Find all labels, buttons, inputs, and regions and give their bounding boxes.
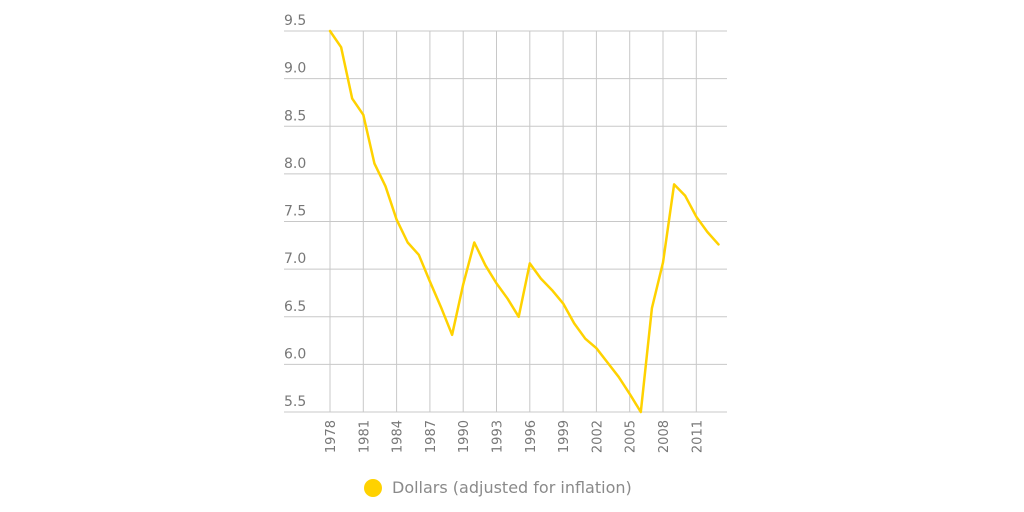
x-tick-label: 1978 xyxy=(324,420,339,453)
x-tick-label: 1990 xyxy=(457,420,472,453)
legend-marker-icon xyxy=(364,478,382,497)
x-tick-label: 2008 xyxy=(657,420,672,453)
x-tick-label: 1999 xyxy=(557,420,572,453)
series-line-dollars xyxy=(328,29,720,414)
x-tick-label: 2002 xyxy=(590,420,605,453)
x-tick-label: 2005 xyxy=(624,420,639,453)
x-tick-label: 1987 xyxy=(424,420,439,453)
grid-lines xyxy=(284,30,727,413)
x-tick-label: 1981 xyxy=(357,420,372,453)
x-tick-label: 1996 xyxy=(524,420,539,453)
y-tick-label: 9.5 xyxy=(284,13,306,29)
y-tick-label: 8.0 xyxy=(284,156,306,172)
x-tick-label: 2011 xyxy=(690,420,705,453)
legend-item[interactable]: Dollars (adjusted for inflation) xyxy=(364,478,632,497)
y-axis: 5.5 6.0 6.5 7.0 7.5 8.0 8.5 9.0 9.5 xyxy=(284,13,306,410)
y-tick-label: 7.5 xyxy=(284,204,306,220)
x-axis: 1978 1981 1984 1987 1990 1993 1996 1999 2002 2005… xyxy=(324,420,705,453)
y-tick-label: 5.5 xyxy=(284,394,306,410)
y-tick-label: 7.0 xyxy=(284,251,306,267)
y-tick-label: 6.5 xyxy=(284,299,306,315)
y-tick-label: 9.0 xyxy=(284,61,306,77)
x-tick-label: 1993 xyxy=(491,420,506,453)
x-tick-label: 1984 xyxy=(391,420,406,453)
y-tick-label: 6.0 xyxy=(284,346,306,362)
legend-label: Dollars (adjusted for inflation) xyxy=(392,478,632,497)
y-tick-label: 8.5 xyxy=(284,108,306,124)
